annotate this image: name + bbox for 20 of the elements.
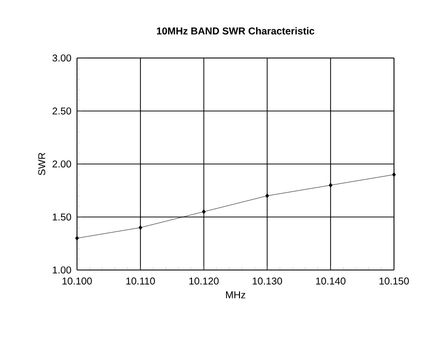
- point: [75, 236, 79, 241]
- y-tick-label: 3.00: [52, 54, 72, 62]
- x-tick-label: 10.120: [189, 278, 219, 285]
- x-tick-label: 10.150: [380, 278, 409, 285]
- y-tick-label: 1.50: [52, 213, 72, 221]
- x-tick-label: 10.110: [126, 278, 155, 285]
- point: [265, 193, 270, 198]
- point: [392, 172, 396, 177]
- chart-title: 10MHz BAND SWR Characteristic: [156, 27, 314, 34]
- x-tick-label: 10.140: [316, 278, 346, 285]
- point: [328, 182, 332, 188]
- y-axis-title: SWR: [38, 152, 46, 176]
- y-tick-label: 1.00: [52, 266, 72, 274]
- point: [202, 209, 206, 214]
- y-tick-label: 2.00: [52, 160, 72, 168]
- y-tick-label: 2.50: [52, 107, 72, 115]
- x-axis-title: MHz: [226, 291, 246, 298]
- x-tick-label: 10.100: [62, 278, 92, 285]
- point: [138, 225, 142, 230]
- x-tick-label: 10.130: [252, 278, 282, 285]
